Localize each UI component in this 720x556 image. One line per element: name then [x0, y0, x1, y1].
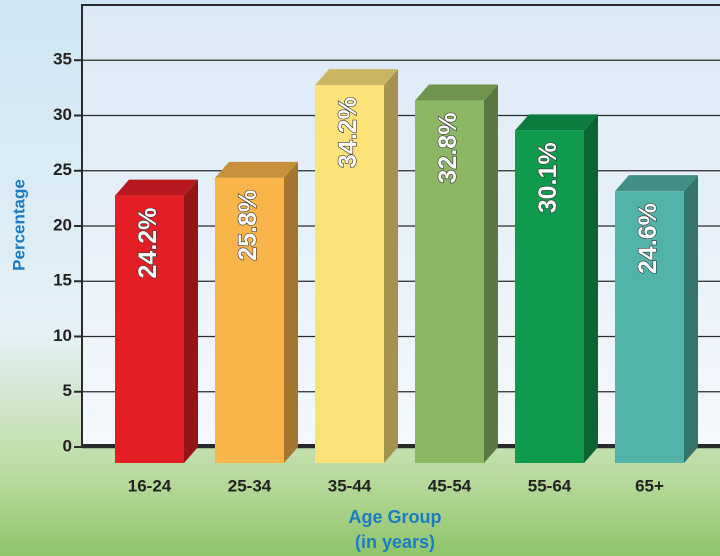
x-tick-label: 35-44: [328, 476, 372, 495]
y-axis-title: Percentage: [9, 179, 28, 271]
bar-side: [284, 162, 298, 463]
bar-top: [515, 114, 598, 130]
bar-top: [315, 69, 398, 85]
x-tick-label: 25-34: [228, 476, 272, 495]
y-tick-label: 15: [53, 271, 72, 290]
bar-side: [584, 114, 598, 463]
bar-side: [384, 69, 398, 463]
value-label: 24.6%: [634, 203, 662, 274]
bar-top: [615, 175, 698, 191]
value-label: 32.8%: [434, 113, 462, 184]
bar-side: [684, 175, 698, 463]
chart: Percentage Age Group (in years) 0 5 10 15 20…: [0, 0, 720, 556]
value-label: 34.2%: [334, 97, 362, 168]
x-tick-label: 16-24: [128, 476, 172, 495]
x-tick-label: 45-54: [428, 476, 472, 495]
value-label: 25.8%: [234, 190, 262, 261]
value-label: 24.2%: [134, 208, 162, 279]
value-label: 30.1%: [534, 142, 562, 213]
bar-top: [415, 85, 498, 101]
y-tick-label: 5: [63, 381, 72, 400]
bar-top: [115, 180, 198, 196]
x-tick-label: 55-64: [528, 476, 572, 495]
bar-side: [484, 85, 498, 463]
x-axis-title: Age Group: [349, 507, 442, 527]
y-tick-label: 35: [53, 50, 72, 69]
y-tick-label: 20: [53, 215, 72, 234]
y-tick-label: 10: [53, 326, 72, 345]
x-tick-label: 65+: [635, 476, 664, 495]
y-tick-label: 0: [63, 436, 72, 455]
y-tick-label: 30: [53, 105, 72, 124]
bar-side: [184, 180, 198, 463]
bar-top: [215, 162, 298, 178]
y-tick-label: 25: [53, 160, 72, 179]
x-axis-title: (in years): [355, 532, 435, 552]
